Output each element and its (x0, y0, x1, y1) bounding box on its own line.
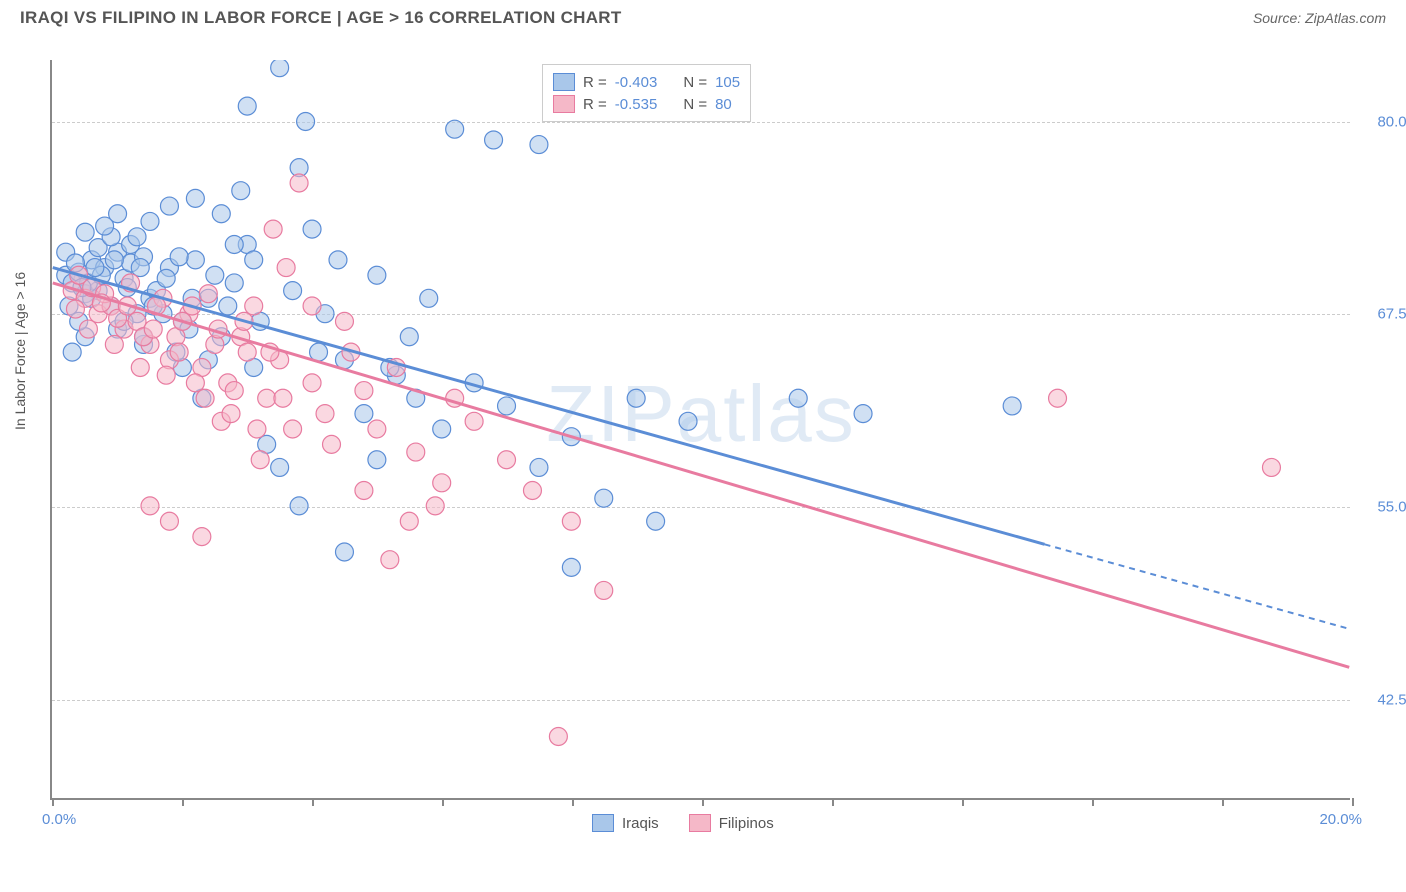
chart-title: IRAQI VS FILIPINO IN LABOR FORCE | AGE >… (20, 8, 622, 28)
r-value-filipinos: -0.535 (615, 96, 658, 113)
n-label: N = (683, 96, 707, 113)
n-value-iraqis: 105 (715, 74, 740, 91)
n-value-filipinos: 80 (715, 96, 732, 113)
swatch-filipinos-icon (689, 814, 711, 832)
legend-item-iraqis: Iraqis (592, 814, 659, 832)
plot-svg (52, 60, 1350, 798)
r-value-iraqis: -0.403 (615, 74, 658, 91)
legend-item-filipinos: Filipinos (689, 814, 774, 832)
x-tick-label-left: 0.0% (42, 811, 76, 828)
r-label: R = (583, 74, 607, 91)
swatch-iraqis (553, 73, 575, 91)
y-tick-label: 42.5% (1377, 691, 1406, 708)
n-label: N = (683, 74, 707, 91)
stats-row-filipinos: R = -0.535 N = 80 (553, 93, 740, 115)
chart-source: Source: ZipAtlas.com (1253, 10, 1386, 26)
x-tick-label-right: 20.0% (1319, 811, 1362, 828)
legend-label-iraqis: Iraqis (622, 815, 659, 832)
swatch-filipinos (553, 95, 575, 113)
chart-header: IRAQI VS FILIPINO IN LABOR FORCE | AGE >… (0, 0, 1406, 32)
y-tick-label: 67.5% (1377, 306, 1406, 323)
stats-row-iraqis: R = -0.403 N = 105 (553, 71, 740, 93)
bottom-legend: Iraqis Filipinos (592, 814, 774, 832)
y-tick-label: 55.0% (1377, 499, 1406, 516)
swatch-iraqis-icon (592, 814, 614, 832)
r-label: R = (583, 96, 607, 113)
y-axis-label: In Labor Force | Age > 16 (12, 272, 28, 430)
y-tick-label: 80.0% (1377, 113, 1406, 130)
legend-label-filipinos: Filipinos (719, 815, 774, 832)
stats-legend: R = -0.403 N = 105 R = -0.535 N = 80 (542, 64, 751, 122)
chart-container: ZIPatlas 80.0%67.5%55.0%42.5% R = -0.403… (50, 60, 1350, 800)
